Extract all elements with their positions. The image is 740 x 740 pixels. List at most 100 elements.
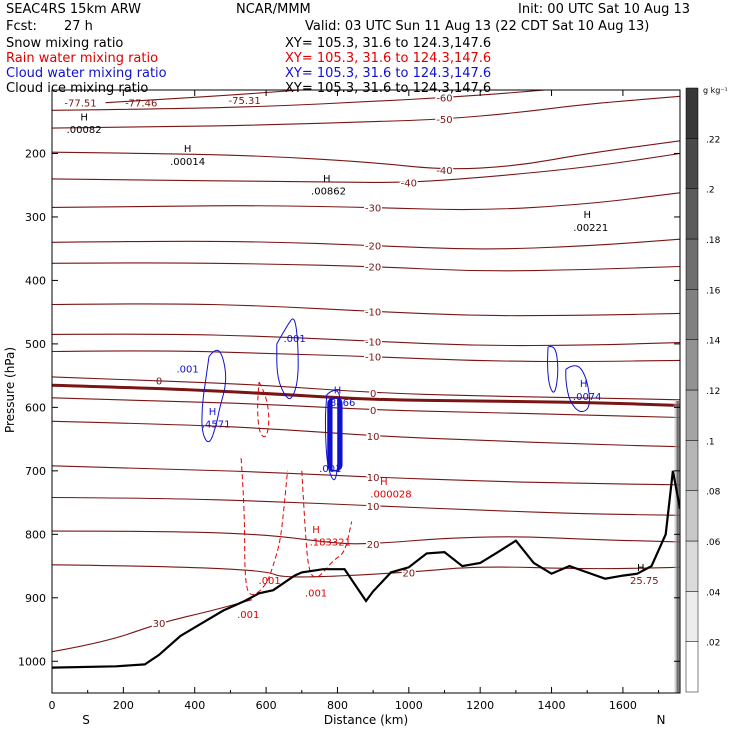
- y-tick-label: 200: [25, 147, 46, 160]
- temperature-contour: [52, 95, 680, 129]
- x-tick-label: 0: [49, 699, 56, 712]
- contour-label: H: [583, 210, 591, 221]
- contour-label: H: [580, 379, 588, 390]
- temperature-contour-label: 20: [402, 568, 415, 579]
- temperature-contour-label: -10: [365, 337, 381, 348]
- temperature-contour: [52, 465, 680, 486]
- temperature-contour: [52, 564, 680, 578]
- colorbar-tick-label: .2: [706, 186, 715, 196]
- cloud-water-core-contour: [331, 397, 339, 472]
- temperature-contour-label: -60: [436, 94, 452, 105]
- x-tick-label: 1600: [609, 699, 637, 712]
- temperature-contour: [52, 350, 680, 363]
- colorbar-tick-label: .18: [706, 236, 721, 246]
- contour-label: .8866: [327, 398, 356, 409]
- x-tick-label: 1200: [466, 699, 494, 712]
- temperature-contour: [52, 420, 680, 448]
- colorbar-segment: [685, 540, 699, 592]
- temperature-contour: [52, 238, 680, 250]
- plot-frame: [51, 89, 681, 694]
- contour-label: .00014: [170, 157, 205, 168]
- colorbar-segment: [685, 591, 699, 642]
- colorbar-tick-label: .14: [706, 337, 721, 347]
- colorbar-tick-label: .16: [706, 286, 721, 296]
- temperature-contour: [105, 90, 307, 104]
- contour-label: H: [637, 563, 645, 574]
- freezing-level: [52, 383, 680, 407]
- y-axis-title: Pressure (hPa): [3, 347, 17, 433]
- contour-label: .183321: [310, 538, 351, 549]
- colorbar-segment: [685, 641, 699, 693]
- contour-label: H: [323, 174, 331, 185]
- org-label: NCAR/MMM: [236, 2, 311, 17]
- colorbar-segment: [685, 490, 699, 542]
- temperature-contour: [52, 599, 252, 653]
- contour-label: .4571: [202, 420, 231, 431]
- contour-label: .00862: [311, 187, 346, 198]
- forecast-label: Fcst:: [6, 19, 37, 34]
- temperature-contour-label: 0: [370, 406, 376, 417]
- y-tick-label: 800: [25, 528, 46, 541]
- contour-label: .0074: [573, 392, 602, 403]
- temperature-contour: [52, 530, 680, 545]
- colorbar-tick-label: .1: [706, 437, 715, 447]
- rain-contour: [240, 458, 288, 596]
- colorbar-tick-label: .06: [706, 538, 721, 548]
- x-tick-label: 1400: [538, 699, 566, 712]
- x-axis-title: Distance (km): [324, 713, 408, 727]
- field-xy-rain: XY= 105.3, 31.6 to 124.3,147.6: [285, 51, 492, 66]
- init-time: Init: 00 UTC Sat 10 Aug 13: [518, 2, 691, 17]
- temperature-contour: [52, 397, 680, 419]
- terrain-line: [52, 470, 680, 669]
- freezing-level-label: 0: [156, 376, 162, 387]
- contour-label: H: [334, 385, 342, 396]
- x-tick-label: 400: [184, 699, 205, 712]
- x-tick-label: 800: [327, 699, 348, 712]
- colorbar-tick-label: .04: [706, 588, 721, 598]
- contour-label: -75.31: [229, 96, 261, 107]
- contour-label: .001: [305, 589, 327, 600]
- y-tick-label: 300: [25, 211, 46, 224]
- section-start-label: S: [82, 713, 90, 727]
- temperature-contour-label: -20: [365, 242, 381, 253]
- model-title: SEAC4RS 15km ARW: [6, 2, 142, 17]
- contour-label: .001: [237, 610, 259, 621]
- colorbar-segment: [685, 440, 699, 491]
- contour-label: -77.46: [125, 99, 157, 110]
- temperature-contour-label: 10: [367, 502, 380, 513]
- contour-label: .001: [319, 464, 341, 475]
- colorbar-segment: [685, 87, 699, 139]
- colorbar-tick-label: .08: [706, 488, 721, 498]
- rain-contour: [257, 381, 270, 438]
- field-label-rain: Rain water mixing ratio: [6, 51, 159, 66]
- contour-label: 25.75: [630, 576, 659, 587]
- contour-label: -77.51: [64, 99, 96, 110]
- contour-label: .001: [176, 364, 198, 375]
- y-tick-label: 500: [25, 338, 46, 351]
- x-tick-label: 1000: [395, 699, 423, 712]
- colorbar-segment: [685, 339, 699, 391]
- temperature-contour: [52, 333, 680, 347]
- contour-label: .001: [284, 334, 306, 345]
- temperature-contour-label: -70: [365, 80, 381, 91]
- temperature-contour-label: -10: [365, 308, 381, 319]
- colorbar-segment: [685, 238, 699, 290]
- colorbar-segment: [685, 138, 699, 189]
- valid-time: Valid: 03 UTC Sun 11 Aug 13 (22 CDT Sat …: [305, 19, 650, 34]
- temperature-contour-label: 10: [367, 473, 380, 484]
- temperature-contour-label: -30: [365, 203, 381, 214]
- field-label-cloud-water: Cloud water mixing ratio: [6, 66, 167, 81]
- temperature-contour: [52, 496, 680, 516]
- y-tick-label: 1000: [18, 655, 46, 668]
- temperature-contour-label: 30: [153, 619, 166, 630]
- field-xy-cloud-water: XY= 105.3, 31.6 to 124.3,147.6: [285, 66, 492, 81]
- contour-label: .00221: [573, 223, 608, 234]
- cloud-water-contour: [547, 345, 559, 393]
- colorbar-unit: g kg⁻¹: [703, 86, 728, 95]
- y-tick-label: 700: [25, 465, 46, 478]
- section-end-label: N: [657, 713, 666, 727]
- contour-label: .001: [259, 576, 281, 587]
- field-label-snow: Snow mixing ratio: [6, 36, 124, 51]
- temperature-contour-label: -40: [401, 179, 417, 190]
- temperature-contour: [52, 90, 551, 111]
